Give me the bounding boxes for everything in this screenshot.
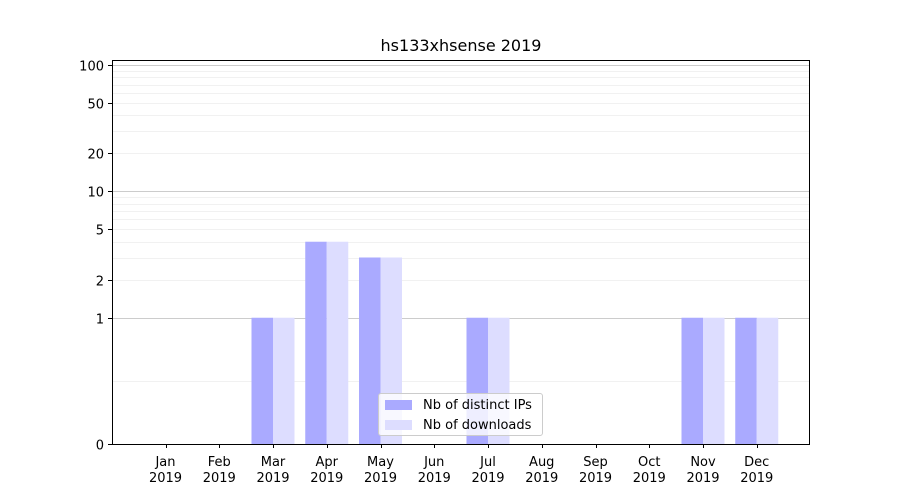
x-tick-label: 2019	[471, 471, 504, 486]
x-tick-label: 2019	[740, 471, 773, 486]
legend-swatch-distinct-ips	[385, 400, 412, 410]
legend-label-distinct-ips: Nb of distinct IPs	[423, 397, 532, 413]
x-tick-label: Jul	[479, 455, 496, 470]
chart-title: hs133xhsense 2019	[381, 36, 542, 55]
x-tick-label: Feb	[208, 455, 231, 470]
x-tick-label: Dec	[744, 455, 769, 470]
legend-entry-downloads: Nb of downloads	[385, 416, 531, 434]
bar-downloads	[273, 317, 295, 444]
x-tick-label: 2019	[579, 471, 612, 486]
x-tick-label: 2019	[364, 471, 397, 486]
y-tick-label: 0	[96, 439, 104, 454]
x-tick-label: Nov	[690, 455, 716, 470]
legend-label-downloads: Nb of downloads	[423, 417, 532, 433]
x-tick-label: Oct	[638, 455, 660, 470]
bar-distinct-ips	[359, 257, 381, 444]
bar-downloads	[326, 241, 349, 444]
x-tick-label: Jan	[154, 455, 175, 470]
x-tick-label: Jun	[423, 455, 444, 470]
plot-frame	[112, 60, 810, 445]
grid-layer	[112, 65, 809, 382]
chart-legend: Nb of distinct IPs Nb of downloads	[378, 393, 543, 436]
y-tick-label: 1	[96, 313, 104, 328]
x-tick-label: 2019	[418, 471, 451, 486]
x-tick-label: Sep	[583, 455, 608, 470]
legend-entry-distinct-ips: Nb of distinct IPs	[385, 396, 532, 414]
x-tick-label: Apr	[316, 455, 339, 470]
bar-downloads	[756, 317, 779, 444]
y-tick-label: 2	[96, 275, 104, 290]
bar-distinct-ips	[735, 317, 757, 444]
y-tick-label: 5	[96, 224, 104, 239]
x-tick-label: 2019	[525, 471, 558, 486]
bar-distinct-ips	[681, 317, 703, 444]
bar-distinct-ips	[305, 241, 327, 444]
x-tick-label: Mar	[261, 455, 286, 470]
y-tick-label: 20	[87, 148, 104, 163]
bar-distinct-ips	[251, 317, 273, 444]
y-tick-label: 10	[87, 186, 104, 201]
x-tick-label: 2019	[686, 471, 719, 486]
y-tick-label: 100	[79, 60, 104, 75]
legend-swatch-downloads	[385, 420, 412, 430]
x-tick-label: 2019	[149, 471, 182, 486]
x-tick-label: 2019	[203, 471, 236, 486]
x-tick-label: 2019	[633, 471, 666, 486]
x-tick-label: May	[367, 455, 394, 470]
y-tick-label: 50	[87, 98, 104, 113]
axis-layer: 0125102050100Jan2019Feb2019Mar2019Apr201…	[79, 60, 773, 487]
x-tick-label: Aug	[529, 455, 554, 470]
x-tick-label: 2019	[310, 471, 343, 486]
x-tick-label: 2019	[256, 471, 289, 486]
bar-downloads	[703, 317, 725, 444]
